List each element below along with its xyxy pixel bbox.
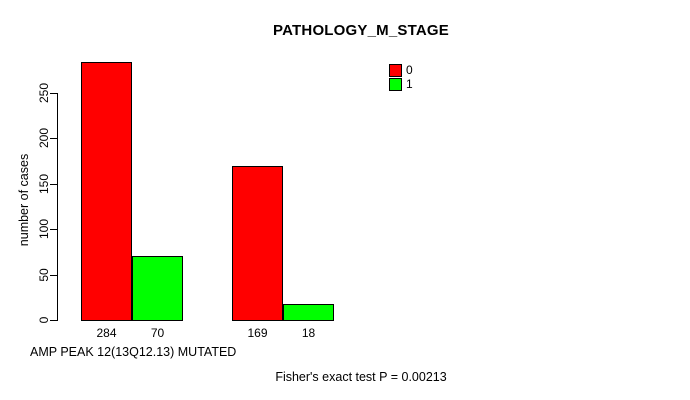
fisher-test-annotation: Fisher's exact test P = 0.00213 [275, 370, 447, 384]
x-axis-label: AMP PEAK 12(13Q12.13) MUTATED [30, 345, 237, 359]
y-axis-tick [50, 320, 57, 321]
y-axis-tick [50, 229, 57, 230]
y-axis-tick-label: 0 [37, 316, 51, 324]
legend-label: 0 [406, 62, 413, 77]
bar-value-label: 70 [150, 326, 165, 340]
legend-swatch-icon [389, 77, 402, 91]
y-axis-tick [50, 184, 57, 185]
legend-item-1: 1 [389, 77, 413, 91]
y-axis-tick-label: 100 [37, 218, 51, 240]
legend-swatch-icon [389, 63, 402, 77]
bar-series-1-group-2 [283, 304, 334, 321]
bar-series-0-group-2 [232, 166, 283, 321]
bar-series-1-group-1 [132, 256, 183, 321]
bar-value-label: 169 [247, 326, 268, 340]
y-axis-tick [50, 93, 57, 94]
legend-label: 1 [406, 76, 413, 91]
y-axis-tick-label: 250 [37, 82, 51, 104]
y-axis-tick-label: 150 [37, 173, 51, 195]
y-axis-tick [50, 275, 57, 276]
y-axis-tick [50, 138, 57, 139]
legend-item-0: 0 [389, 63, 413, 77]
y-axis-tick-label: 50 [37, 268, 51, 282]
y-axis-line [57, 93, 58, 321]
bar-value-label: 284 [96, 326, 117, 340]
y-axis-tick-label: 200 [37, 127, 51, 149]
bar-value-label: 18 [301, 326, 316, 340]
bar-series-0-group-1 [81, 62, 132, 321]
chart-title: PATHOLOGY_M_STAGE [273, 22, 449, 39]
